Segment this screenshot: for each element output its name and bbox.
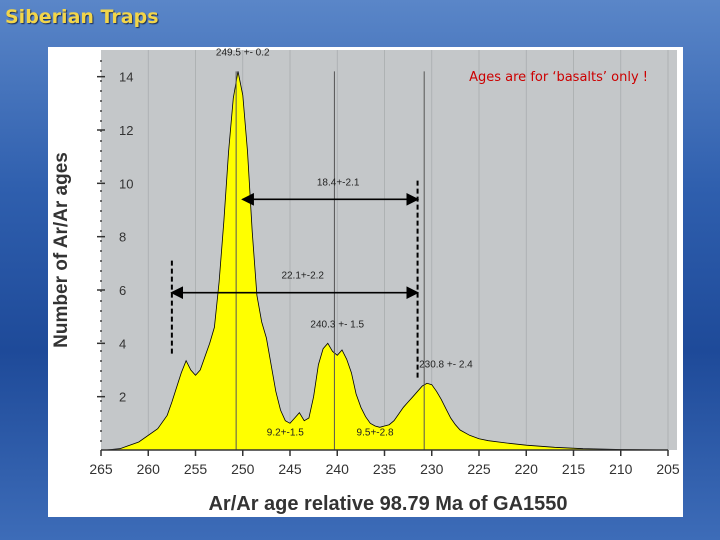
- x-tick-label: 255: [184, 461, 208, 477]
- peak-label: 240.3 +- 1.5: [310, 319, 364, 330]
- x-axis-label: Ar/Ar age relative 98.79 Ma of GA1550: [208, 493, 567, 515]
- trough-label: 9.5+-2.8: [357, 427, 394, 438]
- y-tick-label: 8: [119, 230, 126, 245]
- x-tick-label: 210: [609, 461, 633, 477]
- x-tick-label: 205: [656, 461, 680, 477]
- y-tick-label: 10: [119, 176, 133, 191]
- x-tick-label: 220: [515, 461, 539, 477]
- x-tick-label: 225: [467, 461, 491, 477]
- y-tick-label: 6: [119, 283, 126, 298]
- range-label: 22.1+-2.2: [281, 271, 324, 282]
- x-tick-label: 235: [373, 461, 397, 477]
- x-tick-label: 230: [420, 461, 444, 477]
- y-tick-label: 2: [119, 390, 126, 405]
- x-tick-label: 245: [278, 461, 302, 477]
- peak-label: 249.5 +- 0.2: [216, 47, 270, 58]
- ar-ar-age-histogram: 18.4+-2.1 22.1+-2.2 249.5 +- 0.2 240.3 +- 1…: [51, 47, 680, 515]
- slide-title: Siberian Traps: [5, 6, 159, 28]
- range-label: 18.4+-2.1: [317, 177, 360, 188]
- note-text: Ages are for ‘basalts’ only !: [469, 70, 648, 85]
- trough-label: 9.2+-1.5: [267, 427, 304, 438]
- y-tick-label: 12: [119, 123, 133, 138]
- figure-panel: 18.4+-2.1 22.1+-2.2 249.5 +- 0.2 240.3 +- 1…: [48, 47, 683, 517]
- y-axis-label: Number of Ar/Ar ages: [51, 152, 72, 348]
- y-tick-label: 4: [119, 336, 126, 351]
- overlays: 18.4+-2.1 22.1+-2.2 249.5 +- 0.2 240.3 +- 1…: [170, 47, 473, 450]
- x-tick-label: 260: [137, 461, 161, 477]
- y-tick-label: 14: [119, 70, 133, 85]
- x-tick-label: 215: [562, 461, 586, 477]
- peak-label: 230.8 +- 2.4: [419, 359, 473, 370]
- x-tick-label: 265: [89, 461, 113, 477]
- x-tick-label: 250: [231, 461, 255, 477]
- age-distribution-area: [105, 71, 669, 451]
- x-tick-label: 240: [326, 461, 350, 477]
- axes: 2 4 6 8 10 12 14 265 260 255 250 245 240 235 230 225 220…: [89, 60, 680, 477]
